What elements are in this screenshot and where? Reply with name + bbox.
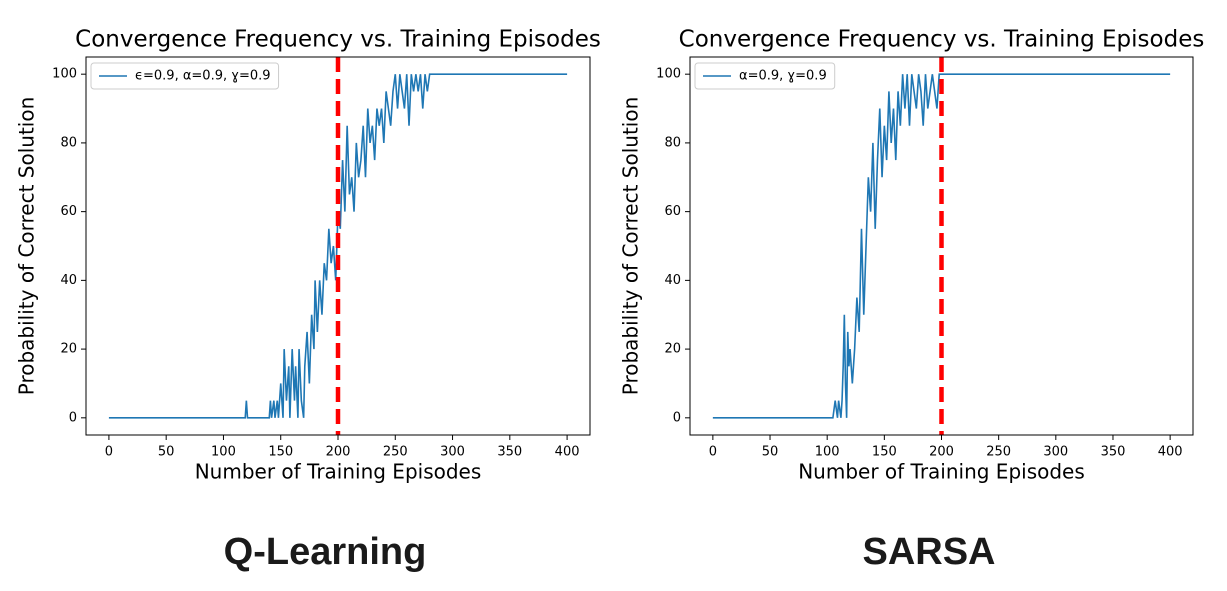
y-tick-label: 0: [673, 410, 681, 425]
x-tick-label: 150: [268, 445, 293, 460]
x-tick-label: 350: [1101, 445, 1126, 460]
legend-box: [694, 62, 836, 90]
y-tick-label: 60: [664, 204, 681, 219]
y-tick-label: 20: [664, 342, 681, 357]
y-tick-label: 80: [664, 135, 681, 150]
y-axis-label: Probability of Correct Solution: [619, 97, 643, 396]
chart-title: Convergence Frequency vs. Training Episo…: [75, 27, 601, 53]
x-tick-label: 300: [440, 445, 465, 460]
x-tick-label: 400: [1158, 445, 1183, 460]
x-tick-label: 400: [555, 445, 580, 460]
x-axis-label: Number of Training Episodes: [195, 460, 482, 484]
caption: SARSA: [862, 531, 995, 573]
x-tick-label: 50: [762, 445, 779, 460]
legend-label: ϵ=0.9, α=0.9, ɣ=0.9: [135, 69, 271, 84]
y-tick-label: 20: [60, 342, 77, 357]
y-tick-label: 100: [656, 67, 681, 82]
x-tick-label: 200: [929, 445, 954, 460]
x-tick-label: 100: [211, 445, 236, 460]
x-tick-label: 250: [986, 445, 1011, 460]
x-tick-label: 0: [709, 445, 717, 460]
data-line: [712, 73, 1171, 419]
x-tick-label: 200: [326, 445, 351, 460]
legend: α=0.9, ɣ=0.9: [694, 62, 836, 90]
y-tick-label: 0: [69, 410, 77, 425]
x-tick-label: 50: [158, 445, 175, 460]
axes-frame: [85, 56, 591, 436]
axes-frame: [689, 56, 1194, 436]
x-tick-label: 300: [1043, 445, 1068, 460]
legend-label: α=0.9, ɣ=0.9: [739, 69, 827, 84]
data-line: [108, 73, 568, 419]
y-tick-label: 40: [60, 273, 77, 288]
x-tick-label: 0: [105, 445, 113, 460]
chart-title: Convergence Frequency vs. Training Episo…: [679, 27, 1205, 53]
y-tick-label: 100: [52, 67, 77, 82]
x-tick-label: 100: [815, 445, 840, 460]
y-tick-label: 80: [60, 135, 77, 150]
y-tick-label: 40: [664, 273, 681, 288]
y-axis-label: Probability of Correct Solution: [15, 97, 39, 396]
legend: ϵ=0.9, α=0.9, ɣ=0.9: [90, 62, 280, 90]
x-axis-label: Number of Training Episodes: [798, 460, 1085, 484]
caption: Q-Learning: [224, 531, 427, 573]
x-tick-label: 250: [383, 445, 408, 460]
x-tick-label: 350: [497, 445, 522, 460]
y-tick-label: 60: [60, 204, 77, 219]
x-tick-label: 150: [872, 445, 897, 460]
legend-box: [90, 62, 280, 90]
